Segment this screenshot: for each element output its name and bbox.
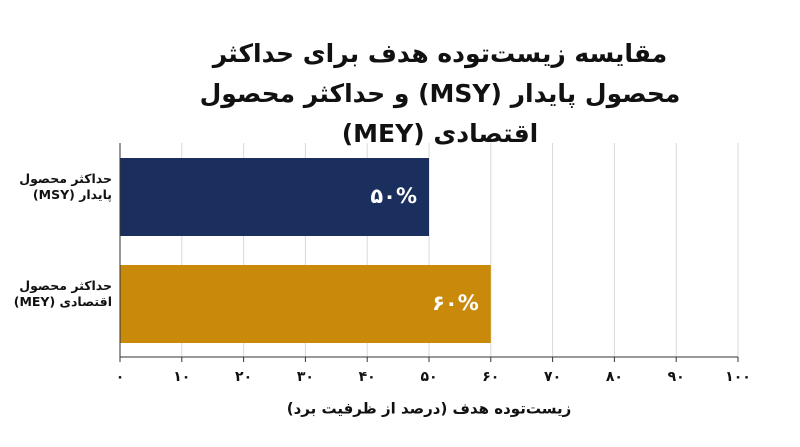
value-label: ۶۰%: [432, 291, 479, 315]
x-tick-label: ۷۰: [544, 369, 561, 385]
x-tick-label: ۵۰: [420, 369, 437, 385]
chart-title: مقایسه زیست‌توده هدف برای حداکثر محصول پ…: [199, 39, 681, 148]
x-tick-label: ۳۰: [297, 369, 314, 385]
x-tick-label: ۴۰: [359, 369, 376, 385]
x-tick-label: ۸۰: [606, 369, 623, 385]
bar: [120, 158, 429, 236]
x-tick-label: ۶۰: [482, 369, 499, 385]
x-tick-label: ۲۰: [235, 369, 252, 385]
x-axis-label: زیست‌توده هدف (درصد از ظرفیت برد): [287, 400, 572, 418]
y-tick-label: حداکثر محصول اقتصادی (MEY): [13, 278, 112, 309]
bar: [120, 265, 491, 343]
x-tick-label: ۱۰: [173, 369, 190, 385]
x-tick-label: ۹۰: [668, 369, 685, 385]
value-label: ۵۰%: [370, 184, 417, 208]
x-tick-label: ۰: [116, 369, 125, 385]
y-tick-label: حداکثر محصول پایدار (MSY): [19, 171, 112, 202]
x-tick-label: ۱۰۰: [725, 369, 751, 385]
